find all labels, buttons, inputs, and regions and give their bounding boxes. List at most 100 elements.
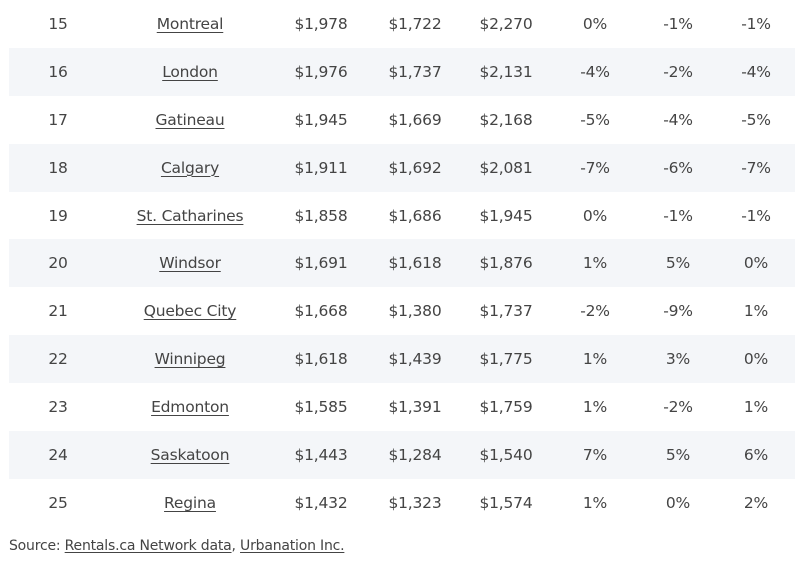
source-separator: ,	[231, 538, 241, 554]
rank-cell: 21	[48, 302, 68, 321]
source-note: Source: Rentals.ca Network data, Urbanat…	[9, 538, 345, 554]
city-cell: Regina	[131, 479, 249, 527]
table-row: 22 Winnipeg $1,618 $1,439 $1,775 1% 3% 0%	[9, 335, 795, 384]
percent-change-cell: -5%	[580, 110, 610, 129]
rank-cell: 16	[48, 62, 68, 81]
percent-change-cell: -6%	[663, 158, 693, 177]
percent-change-cell: 5%	[665, 254, 691, 273]
source-prefix: Source:	[9, 538, 65, 554]
table-row: 23 Edmonton $1,585 $1,391 $1,759 1% -2% 1%	[9, 383, 795, 431]
rent-value-cell: $2,081	[479, 158, 533, 177]
table-row: 25 Regina $1,432 $1,323 $1,574 1% 0% 2%	[9, 479, 795, 527]
percent-change-cell: -9%	[663, 302, 693, 321]
percent-change-cell: -2%	[663, 398, 693, 417]
rent-value-cell: $1,945	[479, 206, 533, 225]
percent-change-cell: -2%	[663, 62, 693, 81]
rent-value-cell: $1,618	[388, 254, 442, 273]
table-row: 20 Windsor $1,691 $1,618 $1,876 1% 5% 0%	[9, 239, 795, 288]
percent-change-cell: -5%	[741, 110, 771, 129]
city-link[interactable]: London	[162, 62, 218, 81]
rent-value-cell: $1,692	[388, 158, 442, 177]
percent-change-cell: -1%	[741, 14, 771, 33]
city-cell: Edmonton	[131, 383, 249, 431]
percent-change-cell: -2%	[580, 302, 610, 321]
percent-change-cell: 3%	[665, 350, 691, 369]
percent-change-cell: 2%	[743, 493, 769, 512]
percent-change-cell: 1%	[582, 254, 608, 273]
rent-value-cell: $1,443	[294, 445, 348, 464]
table-row: 18 Calgary $1,911 $1,692 $2,081 -7% -6% -7%	[9, 143, 795, 192]
city-link[interactable]: Saskatoon	[150, 445, 230, 464]
rent-value-cell: $2,168	[479, 110, 533, 129]
percent-change-cell: 5%	[665, 445, 691, 464]
rent-value-cell: $1,439	[388, 350, 442, 369]
city-cell: Gatineau	[131, 96, 249, 144]
city-cell: Calgary	[131, 144, 249, 192]
rent-table: 15 Montreal $1,978 $1,722 $2,270 0% -1% -1% 16 Lo…	[9, 0, 795, 527]
rent-value-cell: $1,737	[388, 62, 442, 81]
percent-change-cell: -7%	[741, 158, 771, 177]
rent-value-cell: $1,775	[479, 350, 533, 369]
city-cell: Winnipeg	[131, 335, 249, 383]
percent-change-cell: -4%	[741, 62, 771, 81]
city-link[interactable]: Calgary	[160, 158, 220, 177]
percent-change-cell: 7%	[582, 445, 608, 464]
percent-change-cell: -1%	[663, 14, 693, 33]
percent-change-cell: 0%	[743, 350, 769, 369]
city-link[interactable]: Quebec City	[143, 302, 237, 321]
rank-cell: 24	[48, 445, 68, 464]
rent-value-cell: $2,270	[479, 14, 533, 33]
rent-value-cell: $1,737	[479, 302, 533, 321]
rank-cell: 22	[48, 350, 68, 369]
rent-value-cell: $1,686	[388, 206, 442, 225]
rank-cell: 25	[48, 493, 68, 512]
rent-value-cell: $1,978	[294, 14, 348, 33]
rent-value-cell: $1,284	[388, 445, 442, 464]
city-link[interactable]: Edmonton	[151, 398, 229, 417]
percent-change-cell: 1%	[743, 302, 769, 321]
percent-change-cell: 1%	[582, 493, 608, 512]
rent-value-cell: $1,759	[479, 398, 533, 417]
rent-value-cell: $1,585	[294, 398, 348, 417]
rank-cell: 15	[48, 14, 68, 33]
city-link[interactable]: Montreal	[156, 14, 224, 33]
percent-change-cell: 6%	[743, 445, 769, 464]
percent-change-cell: -1%	[663, 206, 693, 225]
percent-change-cell: 0%	[582, 206, 608, 225]
percent-change-cell: -4%	[580, 62, 610, 81]
rent-value-cell: $1,691	[294, 254, 348, 273]
rank-cell: 23	[48, 398, 68, 417]
table-row: 21 Quebec City $1,668 $1,380 $1,737 -2% -9% 1%	[9, 287, 795, 335]
city-link[interactable]: Regina	[164, 493, 216, 512]
table-row: 15 Montreal $1,978 $1,722 $2,270 0% -1% -1%	[9, 0, 795, 48]
table-row: 17 Gatineau $1,945 $1,669 $2,168 -5% -4% -5%	[9, 96, 795, 144]
source-link-urbanation[interactable]: Urbanation Inc.	[240, 538, 345, 554]
city-link[interactable]: Winnipeg	[154, 350, 226, 369]
table-row: 16 London $1,976 $1,737 $2,131 -4% -2% -4%	[9, 47, 795, 96]
rent-value-cell: $1,574	[479, 493, 533, 512]
source-link-rentals[interactable]: Rentals.ca Network data	[64, 538, 232, 554]
rent-value-cell: $1,976	[294, 62, 348, 81]
city-cell: Saskatoon	[131, 431, 249, 479]
rent-value-cell: $1,911	[294, 158, 348, 177]
city-cell: Quebec City	[131, 287, 249, 335]
city-link[interactable]: St. Catharines	[136, 206, 244, 225]
percent-change-cell: 0%	[743, 254, 769, 273]
rank-cell: 18	[48, 158, 68, 177]
rent-value-cell: $1,876	[479, 254, 533, 273]
city-link[interactable]: Windsor	[159, 254, 221, 273]
table-row: 19 St. Catharines $1,858 $1,686 $1,945 0% -1% -…	[9, 192, 795, 240]
percent-change-cell: -7%	[580, 158, 610, 177]
rank-cell: 20	[48, 254, 68, 273]
city-cell: London	[131, 48, 249, 96]
percent-change-cell: -4%	[663, 110, 693, 129]
percent-change-cell: 1%	[582, 350, 608, 369]
city-link[interactable]: Gatineau	[155, 110, 225, 129]
percent-change-cell: -1%	[741, 206, 771, 225]
rent-value-cell: $1,618	[294, 350, 348, 369]
percent-change-cell: 0%	[665, 493, 691, 512]
table-row: 24 Saskatoon $1,443 $1,284 $1,540 7% 5% 6%	[9, 431, 795, 479]
rent-value-cell: $1,858	[294, 206, 348, 225]
city-cell: St. Catharines	[131, 192, 249, 240]
rent-value-cell: $1,380	[388, 302, 442, 321]
